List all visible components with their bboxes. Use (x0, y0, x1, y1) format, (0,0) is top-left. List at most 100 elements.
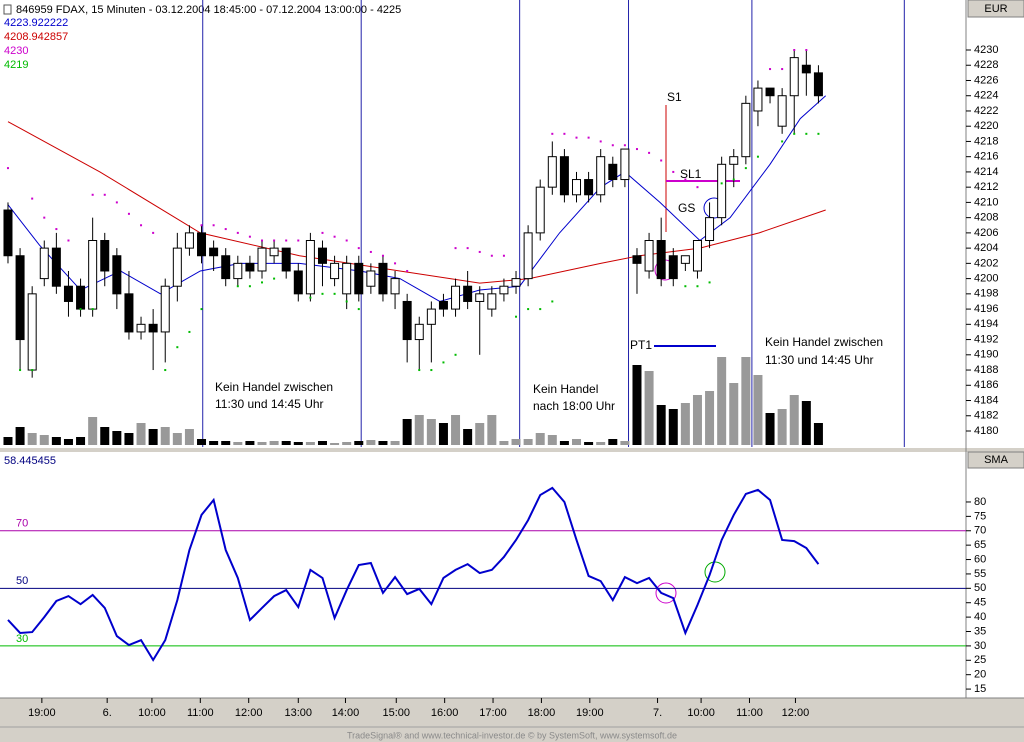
candle-body (354, 262, 364, 295)
sar-dot (297, 239, 300, 242)
sar-dot (285, 239, 288, 242)
candle-body (656, 240, 666, 280)
sar-dot (502, 254, 505, 257)
candle-body (112, 255, 122, 295)
volume-bar (426, 419, 436, 445)
sar-dot (490, 254, 493, 257)
sar-dot (527, 308, 530, 311)
candle-body (124, 293, 134, 333)
sar-dot (515, 315, 518, 318)
volume-bar (378, 441, 388, 445)
panel-separator (0, 448, 1024, 452)
y-tick-label: 4196 (974, 303, 998, 315)
volume-bar (342, 442, 352, 445)
y-tick-label: 35 (974, 625, 986, 637)
sar-dot (357, 308, 360, 311)
y-tick-label: 40 (974, 611, 986, 623)
volume-bar (209, 441, 219, 445)
candle-body (414, 323, 424, 341)
sar-dot (454, 353, 457, 356)
sar-dot (587, 136, 590, 139)
sar-dot (164, 369, 167, 372)
candle-body (741, 102, 751, 158)
sar-dot (140, 224, 143, 227)
candle-body (390, 278, 400, 295)
y-tick-label: 4186 (974, 379, 998, 391)
sar-dot (345, 239, 348, 242)
volume-bar (559, 441, 569, 445)
y-tick-label: 4202 (974, 257, 998, 269)
candle-body (76, 285, 86, 310)
volume-bar (547, 435, 557, 445)
sar-dot (817, 132, 820, 135)
volume-bar (124, 433, 134, 445)
candle-body (487, 293, 497, 310)
candle-body (608, 163, 618, 181)
candle-body (547, 156, 557, 188)
level-label: 30 (16, 633, 28, 645)
sar-dot (43, 216, 46, 219)
unit-label: EUR (984, 3, 1007, 15)
volume-bar (366, 440, 376, 445)
volume-bar (717, 357, 727, 445)
candle-body (172, 247, 182, 287)
annotation: PT1 (630, 338, 652, 352)
candle-body (233, 262, 243, 280)
x-tick-label: 18:00 (528, 707, 556, 719)
candle-body (221, 255, 231, 280)
volume-bar (112, 431, 122, 445)
candle-body (88, 240, 98, 310)
candle-body (160, 285, 170, 333)
legend-entry: 4219 (4, 59, 28, 71)
y-tick-label: 4226 (974, 74, 998, 86)
sar-dot (732, 178, 735, 181)
y-tick-label: 4194 (974, 318, 998, 330)
sar-dot (781, 68, 784, 71)
x-tick-label: 15:00 (383, 707, 411, 719)
candle-body (813, 72, 823, 97)
sar-dot (31, 197, 34, 200)
level-label: 70 (16, 518, 28, 530)
volume-bar (705, 391, 715, 445)
y-tick-label: 20 (974, 669, 986, 681)
annotation: S1 (667, 90, 682, 104)
sar-dot (793, 132, 796, 135)
sar-dot (430, 369, 433, 372)
sar-dot (623, 144, 626, 147)
y-tick-label: 80 (974, 496, 986, 508)
candle-body (753, 87, 763, 112)
volume-bar (753, 375, 763, 445)
legend-entry: 4208.942857 (4, 31, 68, 43)
chart-title: 846959 FDAX, 15 Minuten - 03.12.2004 18:… (16, 4, 401, 16)
candle-body (184, 232, 194, 249)
sar-dot (261, 239, 264, 242)
indicator-line (7, 486, 820, 662)
y-tick-label: 4224 (974, 90, 998, 102)
y-tick-label: 75 (974, 510, 986, 522)
y-tick-label: 4190 (974, 349, 998, 361)
sar-dot (769, 68, 772, 71)
volume-bar (414, 415, 424, 445)
candle-body (801, 64, 811, 74)
legend-entry: 4223.922222 (4, 17, 68, 29)
volume-bar (680, 403, 690, 445)
volume-bar (281, 441, 291, 445)
sar-dot (563, 132, 566, 135)
sar-dot (684, 178, 687, 181)
candle-body (463, 285, 473, 302)
y-tick-label: 4214 (974, 166, 998, 178)
unit-label: SMA (984, 454, 1009, 466)
y-tick-label: 4218 (974, 135, 998, 147)
sar-dot (273, 277, 276, 280)
sar-dot (672, 170, 675, 173)
candle-body (39, 247, 49, 280)
sar-dot (224, 228, 227, 231)
candle-body (257, 247, 267, 272)
y-tick-label: 4230 (974, 44, 998, 56)
sar-dot (261, 281, 264, 284)
candle-body (3, 209, 13, 257)
sar-dot (19, 369, 22, 372)
annotation: SL1 (680, 167, 702, 181)
volume-bar (293, 442, 303, 445)
